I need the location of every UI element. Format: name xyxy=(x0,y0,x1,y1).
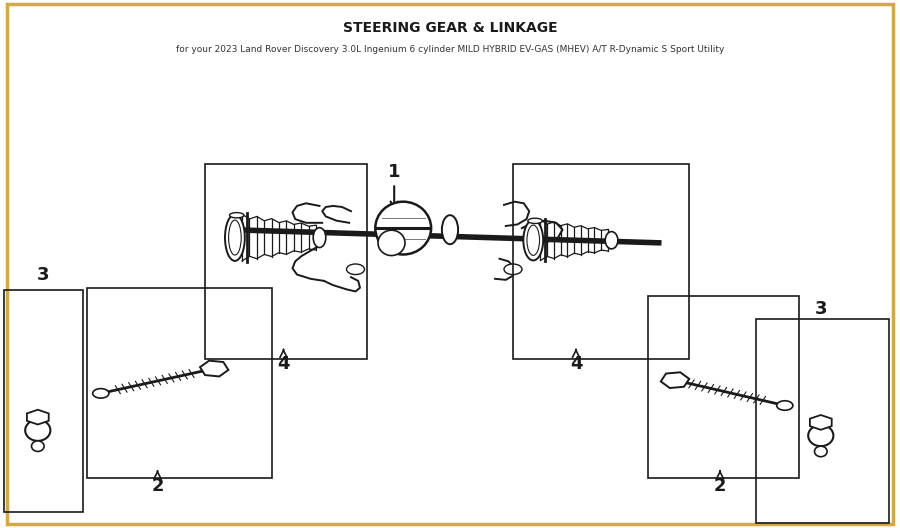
Ellipse shape xyxy=(229,220,241,255)
Ellipse shape xyxy=(225,214,245,261)
Text: 3: 3 xyxy=(37,266,50,284)
Text: for your 2023 Land Rover Discovery 3.0L Ingenium 6 cylinder MILD HYBRID EV-GAS (: for your 2023 Land Rover Discovery 3.0L … xyxy=(176,45,725,54)
Bar xyxy=(87,288,272,478)
Ellipse shape xyxy=(313,228,326,248)
Ellipse shape xyxy=(375,202,431,254)
Bar xyxy=(648,296,799,478)
Ellipse shape xyxy=(527,225,539,256)
Ellipse shape xyxy=(605,232,617,249)
Bar xyxy=(4,290,83,512)
Bar xyxy=(756,319,889,523)
Bar xyxy=(513,164,689,359)
Bar xyxy=(205,164,367,359)
Text: 4: 4 xyxy=(570,350,582,373)
Text: 3: 3 xyxy=(814,300,827,318)
Ellipse shape xyxy=(814,446,827,457)
Ellipse shape xyxy=(378,230,405,256)
Ellipse shape xyxy=(442,215,458,244)
Ellipse shape xyxy=(527,218,543,223)
Text: 1: 1 xyxy=(388,163,400,209)
Text: 2: 2 xyxy=(151,471,164,495)
Ellipse shape xyxy=(230,213,244,218)
Ellipse shape xyxy=(777,401,793,410)
Ellipse shape xyxy=(808,425,833,446)
Circle shape xyxy=(346,264,364,275)
Text: STEERING GEAR & LINKAGE: STEERING GEAR & LINKAGE xyxy=(343,21,557,35)
Ellipse shape xyxy=(524,220,543,260)
Text: 4: 4 xyxy=(277,350,290,373)
Ellipse shape xyxy=(32,441,44,451)
Ellipse shape xyxy=(93,389,109,398)
Text: 2: 2 xyxy=(714,471,726,495)
Ellipse shape xyxy=(25,420,50,441)
Circle shape xyxy=(504,264,522,275)
